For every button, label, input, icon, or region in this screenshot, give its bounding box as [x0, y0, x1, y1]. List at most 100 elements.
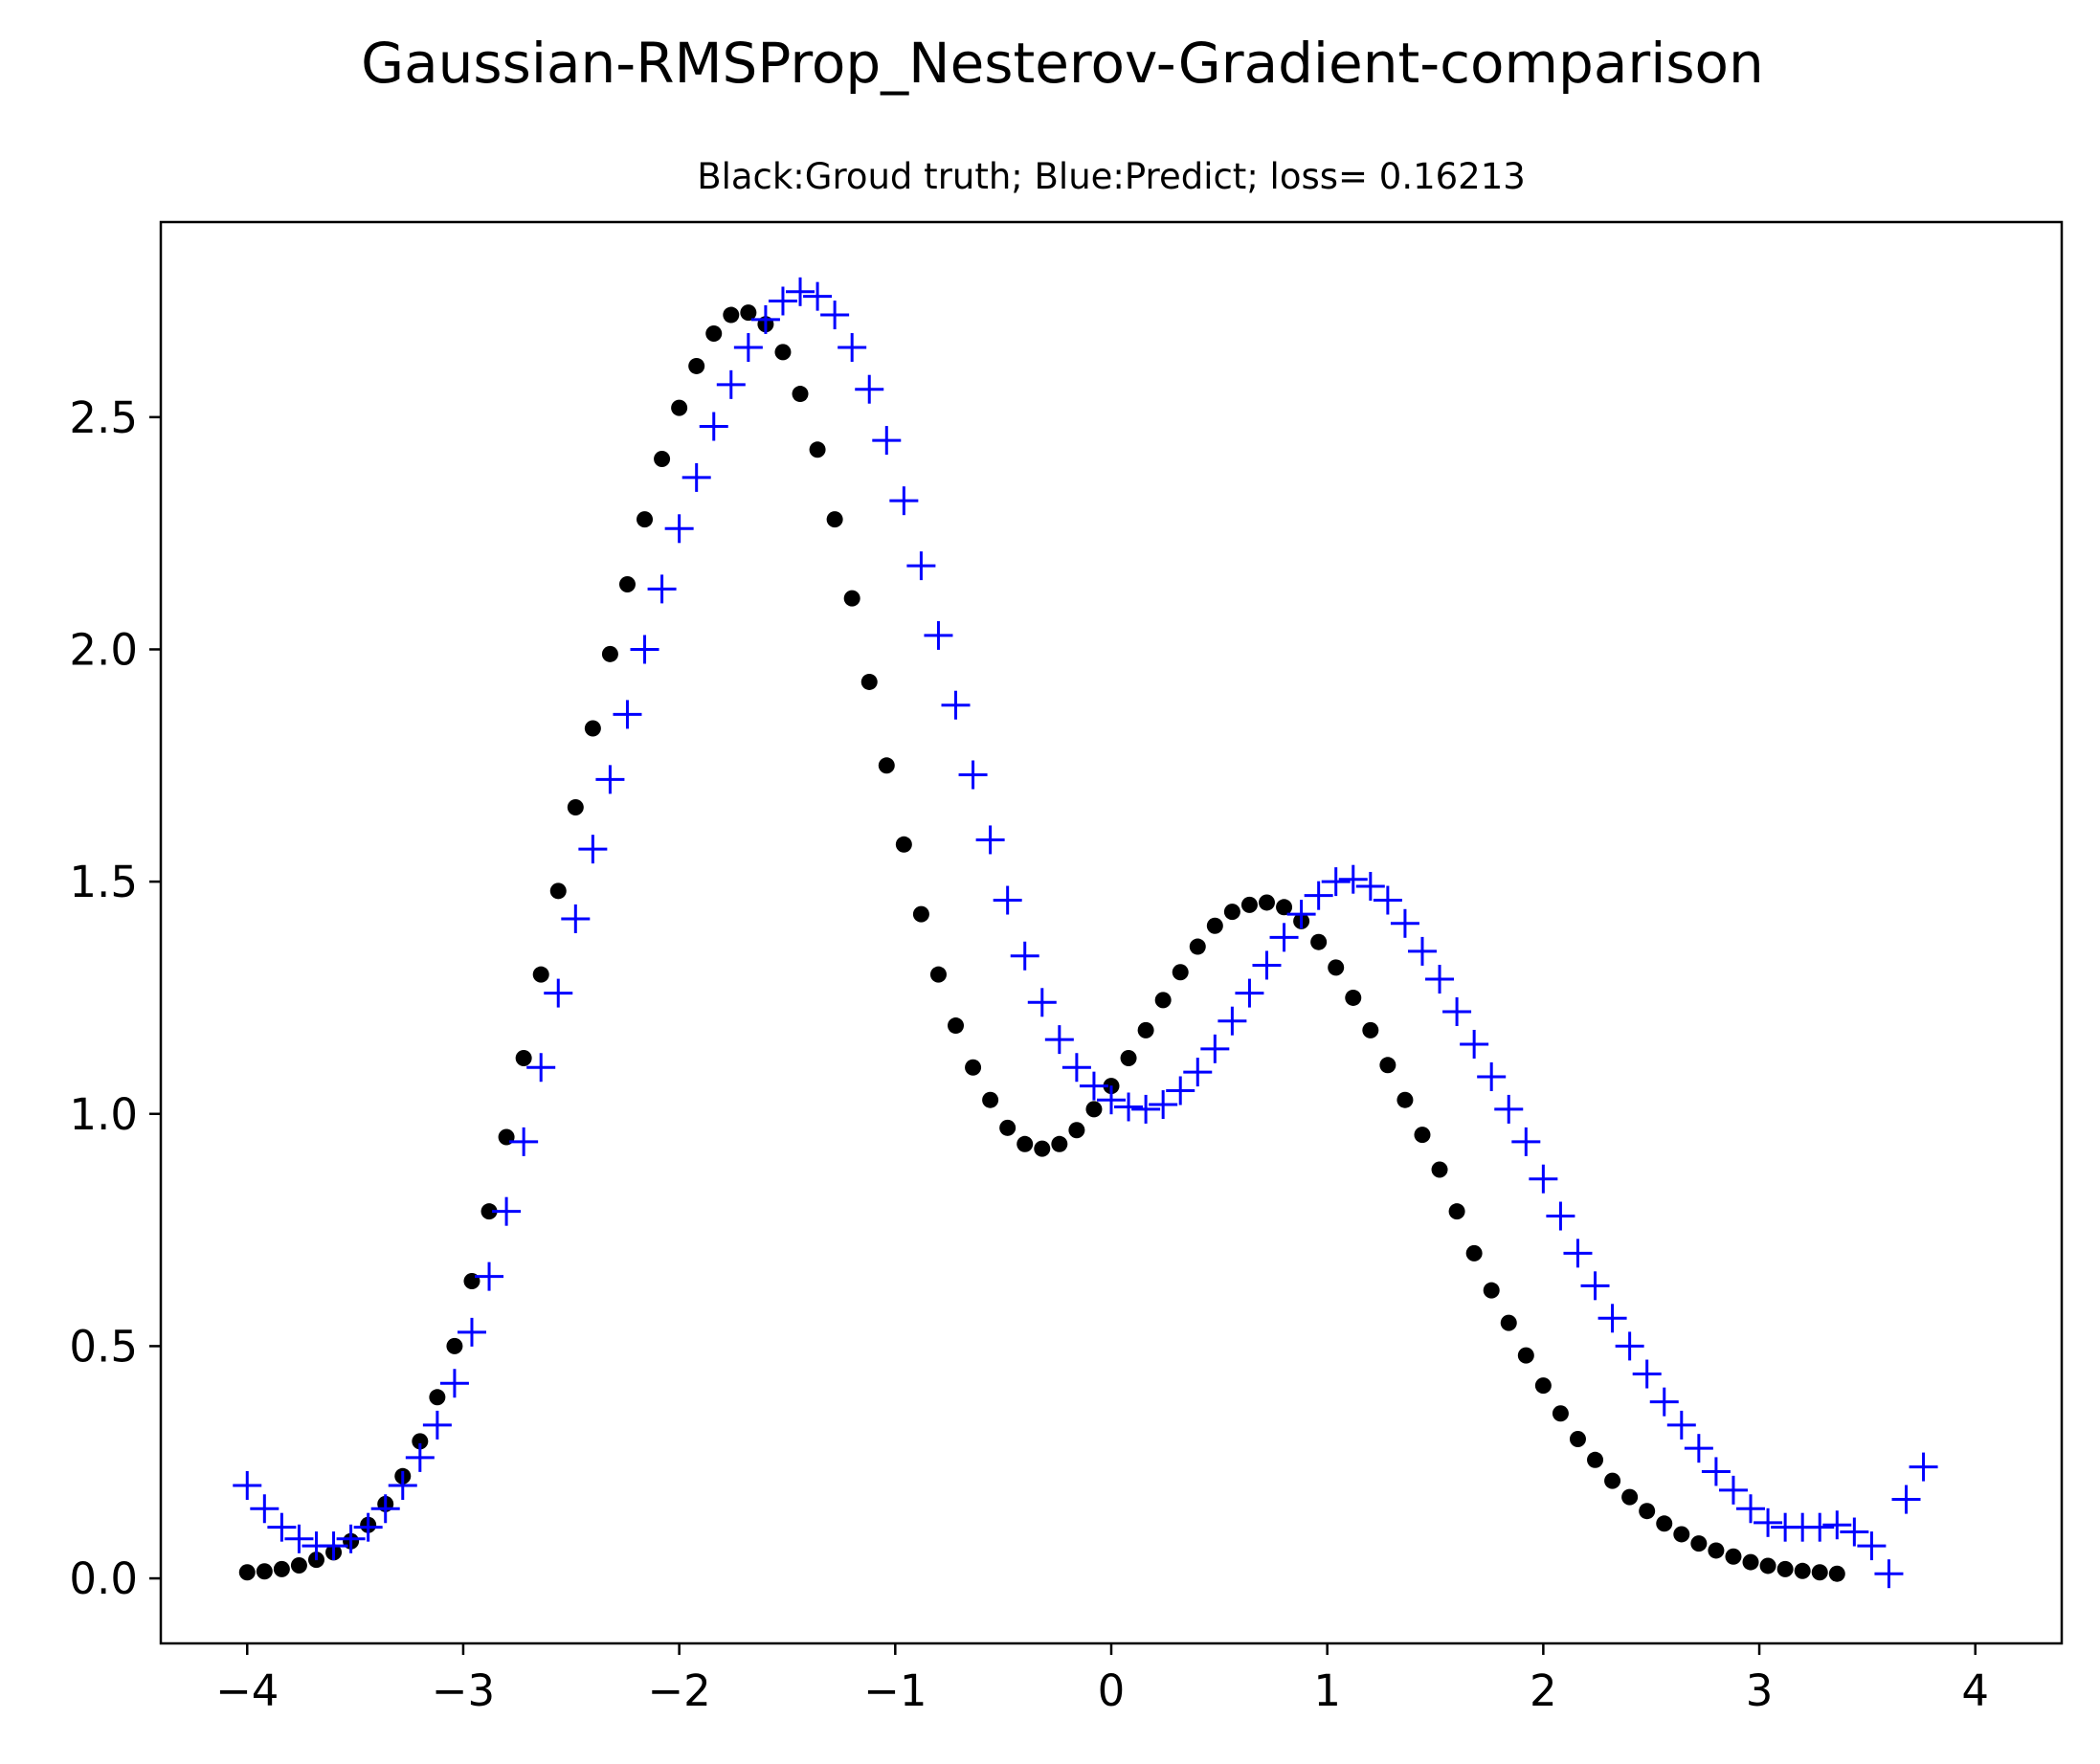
x-tick-label: 1: [1313, 1665, 1341, 1716]
predict-point: [1511, 1127, 1541, 1156]
predict-point: [1494, 1094, 1524, 1124]
predict-point: [1701, 1457, 1731, 1486]
truth-point: [740, 304, 757, 322]
truth-point: [1483, 1282, 1500, 1299]
predict-point: [284, 1524, 314, 1553]
predict-point: [1874, 1559, 1904, 1589]
truth-point: [618, 576, 636, 593]
predict-point: [1355, 871, 1385, 901]
predict-point: [492, 1196, 522, 1226]
predict-point: [578, 835, 608, 864]
predict-point: [993, 885, 1022, 915]
predict-point: [267, 1512, 297, 1542]
predict-point: [1286, 900, 1316, 929]
truth-point: [1828, 1565, 1845, 1582]
predict-point: [1857, 1531, 1887, 1561]
truth-point: [1034, 1140, 1051, 1157]
predict-point: [1027, 988, 1057, 1017]
predict-point: [1580, 1271, 1610, 1301]
predict-point: [1684, 1434, 1713, 1463]
truth-point: [1811, 1564, 1828, 1581]
predict-point: [561, 904, 591, 933]
truth-point: [809, 441, 826, 458]
predict-point: [422, 1410, 452, 1440]
truth-point: [1310, 933, 1328, 950]
predict-point: [1442, 997, 1472, 1026]
truth-point: [446, 1337, 463, 1354]
predict-point: [457, 1317, 486, 1347]
predict-point: [664, 514, 694, 544]
predict-point: [1269, 923, 1299, 952]
truth-point: [1431, 1161, 1448, 1178]
truth-point: [1569, 1430, 1586, 1447]
predict-point: [1891, 1485, 1921, 1514]
predict-point: [716, 369, 746, 399]
y-axis: 0.0 0.5 1.0 1.5 2.0 2.5: [69, 392, 161, 1604]
truth-point: [1708, 1542, 1725, 1559]
predict-point: [1477, 1061, 1507, 1091]
truth-point: [584, 720, 601, 737]
truth-point: [1223, 904, 1240, 921]
y-tick-label: 0.0: [69, 1553, 138, 1604]
predict-point: [924, 620, 953, 650]
predict-point: [889, 486, 919, 516]
predict-point: [1044, 1025, 1074, 1055]
truth-point: [1172, 964, 1189, 981]
truth-point: [256, 1563, 273, 1580]
truth-point: [1189, 938, 1206, 955]
x-tick-label: −2: [647, 1665, 710, 1716]
predict-point: [1909, 1452, 1938, 1482]
predict-point: [1407, 936, 1437, 966]
truth-point: [532, 966, 549, 983]
x-axis: −4 −3 −2 −1 0 1 2 3 4: [215, 1643, 1989, 1716]
x-tick-label: −3: [432, 1665, 495, 1716]
predict-point: [1615, 1331, 1644, 1361]
truth-point: [567, 798, 584, 815]
truth-point: [982, 1091, 999, 1108]
predict-point: [1338, 864, 1368, 894]
truth-point: [1085, 1101, 1103, 1118]
predict-point: [1097, 1085, 1126, 1115]
predict-point: [820, 301, 850, 330]
predict-point: [1252, 950, 1282, 980]
truth-point: [723, 306, 740, 324]
truth-point: [912, 905, 929, 923]
x-tick-label: −1: [863, 1665, 927, 1716]
x-tick-label: −4: [215, 1665, 279, 1716]
predict-point: [630, 635, 659, 664]
truth-point: [654, 451, 671, 467]
truth-point: [1725, 1548, 1742, 1565]
truth-point: [1552, 1405, 1569, 1422]
truth-point: [290, 1556, 307, 1574]
predict-point: [1822, 1510, 1852, 1540]
truth-point: [1621, 1488, 1639, 1506]
truth-point: [1016, 1135, 1034, 1152]
x-tick-label: 2: [1530, 1665, 1557, 1716]
predict-point: [388, 1471, 417, 1500]
truth-point: [1362, 1021, 1379, 1038]
predict-point: [405, 1442, 435, 1472]
predict-point: [336, 1524, 366, 1553]
predict-point: [1061, 1053, 1091, 1083]
truth-point: [429, 1389, 446, 1406]
predict-point: [595, 765, 625, 794]
predict-point: [1200, 1034, 1230, 1063]
truth-point: [688, 357, 705, 374]
predict-point: [613, 700, 642, 729]
truth-point: [705, 324, 723, 342]
truth-point: [860, 673, 878, 690]
truth-point: [273, 1560, 290, 1577]
truth-point: [1206, 917, 1223, 934]
predict-point: [1425, 965, 1455, 994]
truth-point: [895, 836, 912, 853]
truth-point: [826, 511, 843, 528]
predict-point: [544, 978, 573, 1008]
predict-point: [1321, 867, 1351, 897]
predict-point: [941, 690, 971, 720]
predict-point: [958, 760, 988, 790]
truth-point: [1465, 1244, 1483, 1262]
plot-frame: [159, 220, 2064, 1645]
y-tick-label: 2.5: [69, 392, 138, 443]
predict-point: [1718, 1475, 1748, 1505]
